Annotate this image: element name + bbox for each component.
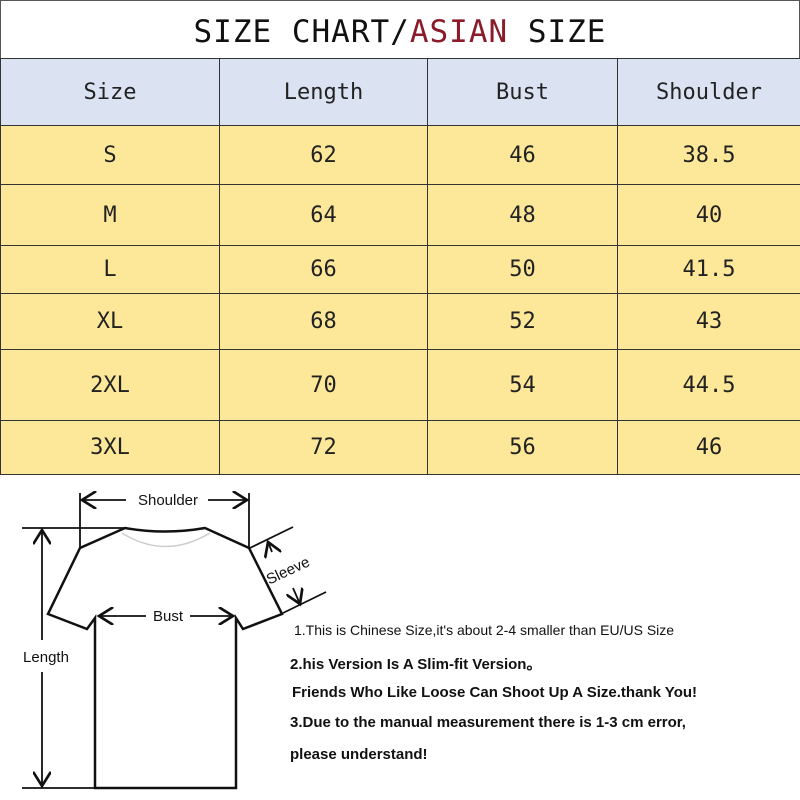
tshirt-diagram: Shoulder Bust Length Sleeve: [22, 470, 327, 790]
title-text: SIZE CHART/: [193, 14, 410, 50]
table-row: S 62 46 38.5: [0, 125, 800, 185]
header-shoulder: Shoulder: [617, 58, 800, 126]
table-header: Size Length Bust Shoulder: [0, 58, 800, 126]
cell-shoulder: 44.5: [617, 349, 800, 421]
cell-bust: 46: [427, 125, 618, 185]
note-2: 2.his Version Is A Slim-fit Version。: [290, 656, 542, 673]
cell-length: 62: [219, 125, 428, 185]
length-label: Length: [23, 649, 69, 666]
title-highlight: ASIAN: [409, 14, 509, 50]
size-table: Size Length Bust Shoulder S 62 46 38.5 M 64 48…: [0, 58, 800, 475]
table-row: 3XL 72 56 46: [0, 420, 800, 475]
cell-size: L: [0, 245, 220, 294]
cell-bust: 54: [427, 349, 618, 421]
cell-bust: 56: [427, 420, 618, 475]
header-length: Length: [219, 58, 428, 126]
shoulder-label: Shoulder: [138, 492, 198, 509]
cell-size: M: [0, 184, 220, 246]
header-bust: Bust: [427, 58, 618, 126]
cell-size: 2XL: [0, 349, 220, 421]
note-2b: Friends Who Like Loose Can Shoot Up A Si…: [292, 684, 698, 701]
sleeve-label: Sleeve: [264, 554, 313, 589]
table-row: 2XL 70 54 44.5: [0, 349, 800, 421]
note-1: 1.This is Chinese Size,it's about 2-4 sm…: [294, 622, 675, 638]
cell-length: 70: [219, 349, 428, 421]
tshirt-outline: [46, 526, 284, 790]
cell-bust: 48: [427, 184, 618, 246]
cell-length: 64: [219, 184, 428, 246]
table-row: L 66 50 41.5: [0, 245, 800, 294]
cell-length: 68: [219, 293, 428, 350]
header-size: Size: [0, 58, 220, 126]
cell-shoulder: 38.5: [617, 125, 800, 185]
cell-size: S: [0, 125, 220, 185]
cell-size: 3XL: [0, 420, 220, 475]
table-row: M 64 48 40: [0, 184, 800, 246]
cell-bust: 50: [427, 245, 618, 294]
title-text-end: SIZE: [508, 14, 607, 50]
cell-size: XL: [0, 293, 220, 350]
page-title: SIZE CHART/ASIAN SIZE: [0, 0, 800, 58]
cell-shoulder: 46: [617, 420, 800, 475]
cell-length: 66: [219, 245, 428, 294]
cell-bust: 52: [427, 293, 618, 350]
table-row: XL 68 52 43: [0, 293, 800, 350]
bust-label: Bust: [153, 608, 184, 625]
note-3b: please understand!: [290, 746, 428, 763]
cell-shoulder: 40: [617, 184, 800, 246]
cell-shoulder: 41.5: [617, 245, 800, 294]
note-3: 3.Due to the manual measurement there is…: [290, 714, 686, 731]
cell-shoulder: 43: [617, 293, 800, 350]
cell-length: 72: [219, 420, 428, 475]
